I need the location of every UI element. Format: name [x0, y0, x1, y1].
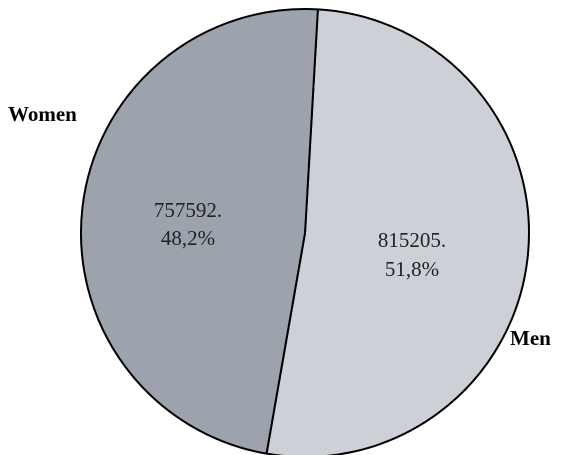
pie-slices	[80, 7, 530, 455]
category-label-men: Men	[510, 326, 551, 350]
data-label-women-percent: 48,2%	[161, 226, 215, 250]
data-label-women-value: 757592.	[154, 198, 222, 222]
data-label-men-percent: 51,8%	[385, 257, 439, 281]
category-label-women: Women	[8, 102, 77, 126]
pie-slice-women	[80, 7, 319, 455]
data-label-men-value: 815205.	[378, 228, 446, 252]
pie-slice-men	[265, 8, 530, 455]
